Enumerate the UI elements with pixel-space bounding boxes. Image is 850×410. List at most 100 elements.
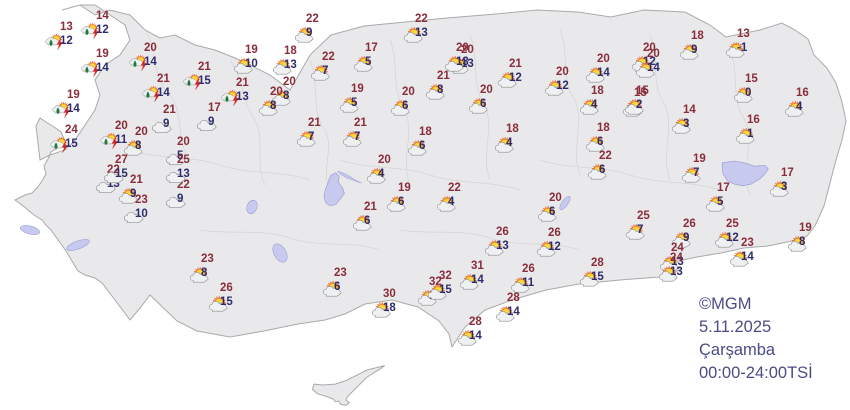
- svg-text:27: 27: [115, 154, 128, 166]
- svg-text:18: 18: [419, 126, 432, 138]
- svg-text:13: 13: [737, 28, 750, 40]
- svg-text:8: 8: [270, 100, 277, 112]
- svg-text:23: 23: [741, 237, 754, 249]
- svg-text:12: 12: [726, 232, 739, 244]
- svg-text:13: 13: [415, 27, 428, 39]
- svg-text:26: 26: [683, 218, 696, 230]
- svg-text:15: 15: [439, 284, 452, 296]
- svg-text:7: 7: [693, 167, 699, 179]
- svg-text:18: 18: [597, 122, 610, 134]
- svg-text:13: 13: [496, 240, 509, 252]
- svg-text:4: 4: [506, 137, 513, 149]
- svg-text:14: 14: [597, 67, 610, 79]
- svg-text:5: 5: [351, 97, 358, 109]
- svg-text:26: 26: [496, 226, 509, 238]
- svg-text:15: 15: [65, 138, 78, 150]
- svg-text:20: 20: [456, 42, 469, 54]
- svg-text:28: 28: [469, 316, 482, 328]
- svg-text:20: 20: [556, 66, 569, 78]
- svg-text:22: 22: [322, 51, 335, 63]
- svg-text:23: 23: [201, 253, 214, 265]
- svg-text:4: 4: [378, 168, 385, 180]
- svg-text:21: 21: [509, 58, 522, 70]
- svg-text:20: 20: [283, 76, 296, 88]
- svg-text:20: 20: [402, 86, 415, 98]
- svg-text:9: 9: [691, 44, 697, 56]
- svg-text:18: 18: [284, 45, 297, 57]
- svg-text:5.11.2025: 5.11.2025: [699, 318, 771, 336]
- svg-text:7: 7: [322, 65, 328, 77]
- svg-text:13: 13: [177, 168, 190, 180]
- svg-text:21: 21: [198, 61, 211, 73]
- svg-text:15: 15: [636, 85, 649, 97]
- svg-text:6: 6: [597, 136, 603, 148]
- svg-text:9: 9: [130, 188, 136, 200]
- svg-text:21: 21: [364, 201, 377, 213]
- svg-text:21: 21: [130, 174, 143, 186]
- svg-text:26: 26: [548, 227, 561, 239]
- svg-text:32: 32: [439, 270, 452, 282]
- svg-text:17: 17: [781, 167, 794, 179]
- svg-text:26: 26: [220, 282, 233, 294]
- svg-text:7: 7: [308, 131, 314, 143]
- svg-text:23: 23: [334, 267, 347, 279]
- svg-text:14: 14: [471, 274, 484, 286]
- svg-text:9: 9: [208, 116, 214, 128]
- svg-text:13: 13: [670, 266, 683, 278]
- svg-text:18: 18: [691, 30, 704, 42]
- svg-text:25: 25: [177, 154, 190, 166]
- svg-text:19: 19: [351, 83, 364, 95]
- svg-text:00:00-24:00TSİ: 00:00-24:00TSİ: [699, 363, 813, 382]
- svg-text:14: 14: [469, 330, 482, 342]
- svg-text:7: 7: [354, 131, 360, 143]
- svg-text:4: 4: [796, 101, 803, 113]
- svg-text:7: 7: [637, 224, 643, 236]
- svg-text:8: 8: [283, 90, 290, 102]
- svg-text:16: 16: [747, 114, 760, 126]
- svg-text:18: 18: [383, 302, 396, 314]
- svg-text:12: 12: [60, 35, 73, 47]
- svg-text:14: 14: [507, 306, 520, 318]
- svg-text:21: 21: [354, 117, 367, 129]
- svg-text:3: 3: [683, 118, 689, 130]
- svg-text:19: 19: [245, 44, 258, 56]
- svg-text:12: 12: [96, 24, 109, 36]
- svg-text:14: 14: [683, 104, 696, 116]
- svg-text:5: 5: [365, 56, 372, 68]
- svg-text:13: 13: [456, 56, 469, 68]
- svg-text:19: 19: [398, 182, 411, 194]
- svg-text:20: 20: [144, 42, 157, 54]
- svg-text:6: 6: [398, 196, 404, 208]
- svg-text:20: 20: [115, 120, 128, 132]
- svg-text:14: 14: [96, 62, 109, 74]
- svg-text:1: 1: [747, 128, 754, 140]
- svg-text:15: 15: [591, 271, 604, 283]
- svg-text:21: 21: [437, 70, 450, 82]
- svg-text:28: 28: [507, 292, 520, 304]
- svg-text:4: 4: [591, 99, 598, 111]
- svg-text:21: 21: [308, 117, 321, 129]
- svg-text:19: 19: [96, 48, 109, 60]
- svg-text:13: 13: [284, 59, 297, 71]
- svg-text:14: 14: [157, 87, 170, 99]
- svg-text:11: 11: [522, 277, 535, 289]
- svg-text:20: 20: [597, 53, 610, 65]
- svg-text:4: 4: [448, 196, 455, 208]
- svg-text:17: 17: [365, 42, 378, 54]
- svg-text:3: 3: [781, 181, 787, 193]
- svg-text:8: 8: [799, 236, 806, 248]
- svg-text:22: 22: [599, 150, 612, 162]
- svg-text:6: 6: [480, 98, 486, 110]
- svg-text:20: 20: [480, 84, 493, 96]
- svg-text:Çarşamba: Çarşamba: [699, 341, 776, 359]
- svg-text:6: 6: [334, 281, 340, 293]
- svg-text:9: 9: [683, 232, 689, 244]
- svg-text:14: 14: [96, 10, 109, 22]
- svg-text:21: 21: [163, 104, 176, 116]
- svg-text:14: 14: [144, 56, 157, 68]
- svg-text:0: 0: [745, 87, 751, 99]
- svg-text:11: 11: [115, 134, 128, 146]
- svg-text:9: 9: [306, 27, 312, 39]
- svg-text:20: 20: [135, 126, 148, 138]
- svg-text:28: 28: [591, 257, 604, 269]
